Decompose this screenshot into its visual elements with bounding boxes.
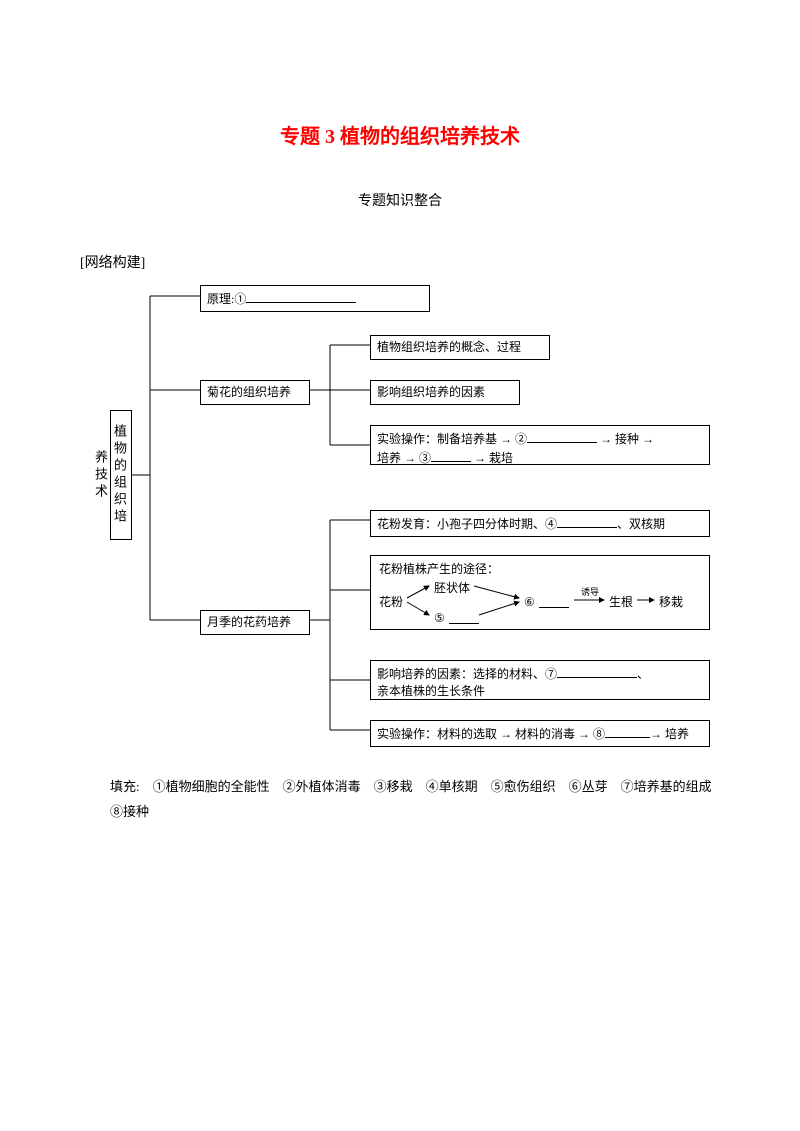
subtitle: 专题知识整合: [0, 190, 800, 210]
path-title: 花粉植株产生的途径：: [379, 561, 701, 578]
exp2-a: 实验操作：材料的选取 → 材料的消毒 → ⑧: [377, 727, 605, 741]
factors2-c: 亲本植株的生长条件: [377, 684, 485, 698]
factors2-a: 影响培养的因素：选择的材料、⑦: [377, 667, 557, 681]
blank-1: [246, 289, 356, 303]
section-label: [网络构建]: [80, 252, 145, 272]
page-title: 专题 3 植物的组织培养技术: [0, 120, 800, 149]
pollen-dev-node: 花粉发育：小孢子四分体时期、④ 、双核期: [370, 510, 710, 537]
exp1-node: 实验操作：制备培养基 → ② → 接种 → 培养 → ③ → 栽培: [370, 425, 710, 465]
branch2-node: 月季的花药培养: [200, 610, 310, 635]
root-node: 植物的组织培养技术: [110, 410, 132, 540]
blank-3: [431, 448, 471, 462]
pollen-b: 、双核期: [617, 517, 665, 531]
exp2-node: 实验操作：材料的选取 → 材料的消毒 → ⑧ → 培养: [370, 720, 710, 747]
pollen-a: 花粉发育：小孢子四分体时期、④: [377, 517, 557, 531]
exp1-c: 培养 → ③: [377, 451, 431, 465]
answers-text: 填充: ①植物细胞的全能性 ②外植体消毒 ③移栽 ④单核期 ⑤愈伤组织 ⑥丛芽 …: [110, 775, 720, 824]
blank-2: [527, 429, 597, 443]
concept-node: 植物组织培养的概念、过程: [370, 335, 550, 360]
exp1-d: → 栽培: [474, 451, 513, 465]
blank-4: [557, 514, 617, 528]
pathway-node: 花粉植株产生的途径： 花粉 胚状体 ⑤ ⑥ 诱导 生根 移栽: [370, 555, 710, 630]
blank-8: [605, 724, 650, 738]
factors2-node: 影响培养的因素：选择的材料、⑦ 、 亲本植株的生长条件: [370, 660, 710, 700]
exp1-b: → 接种 →: [600, 432, 654, 446]
blank-7: [557, 664, 637, 678]
exp1-a: 实验操作：制备培养基 → ②: [377, 432, 527, 446]
factors1-node: 影响组织培养的因素: [370, 380, 520, 405]
principle-node: 原理:①: [200, 285, 430, 312]
factors2-b: 、: [637, 667, 649, 681]
exp2-b: → 培养: [650, 727, 689, 741]
branch1-node: 菊花的组织培养: [200, 380, 310, 405]
principle-text: 原理:①: [207, 292, 246, 306]
